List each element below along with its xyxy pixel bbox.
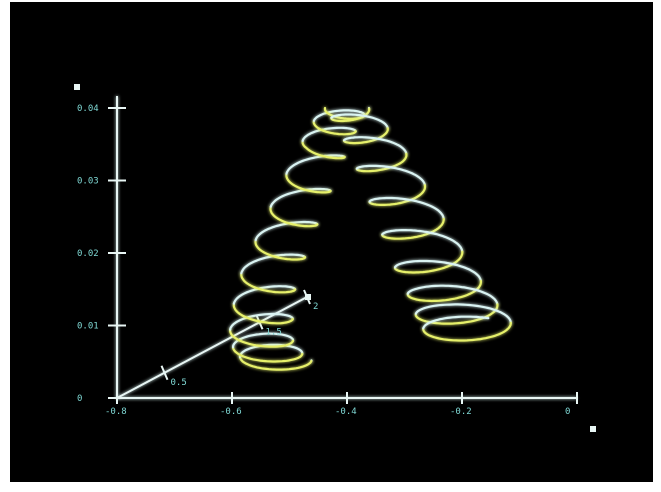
x-tick-label: -0.8 bbox=[105, 407, 127, 417]
helix-trace-segment-0 bbox=[232, 302, 294, 325]
helix-trace-segment-0 bbox=[312, 119, 357, 136]
helix-trace-segment-0 bbox=[238, 355, 313, 371]
helix-trace-segment-1 bbox=[381, 217, 445, 240]
helix-trace-segment-0 bbox=[269, 205, 319, 228]
z-tick-label: 0.5 bbox=[171, 378, 187, 388]
helix-trace-segment-1 bbox=[393, 250, 464, 274]
helix-trace-segment-1 bbox=[355, 164, 426, 187]
helix-trace-segment-0 bbox=[312, 109, 366, 122]
oscilloscope-frame: -0.8 -0.6 -0.4 -0.2 0 0 0.01 0.02 0.03 0.04 0.5 1.5… bbox=[10, 2, 653, 482]
helix-trace-segment-0 bbox=[285, 154, 346, 175]
y-tick-label: 0.02 bbox=[77, 249, 99, 259]
helix-trace-segment-1 bbox=[368, 184, 427, 206]
helix-trace-segment-0 bbox=[238, 343, 304, 359]
x-tick-label: 0 bbox=[565, 407, 570, 417]
x-tick-label: -0.6 bbox=[220, 407, 242, 417]
helix-trace-segment-1 bbox=[406, 280, 482, 303]
z-tick-label: 1.5 bbox=[266, 327, 282, 337]
x-axis-end-marker bbox=[590, 426, 596, 432]
helix-trace-segment-1 bbox=[394, 259, 482, 283]
helix-trace-segment-1 bbox=[330, 107, 371, 123]
x-tick-label: -0.2 bbox=[450, 407, 472, 417]
helix-trace-segment-1 bbox=[422, 315, 490, 330]
helix-trace-segment-1 bbox=[355, 152, 408, 173]
axes-group bbox=[74, 84, 596, 432]
z-tick-label: 2 bbox=[313, 302, 318, 312]
z-tick-mark bbox=[160, 365, 169, 381]
helix-trace-segment-0 bbox=[240, 253, 307, 275]
y-axis-end-marker bbox=[74, 84, 80, 90]
helix-trace-segment-0 bbox=[254, 220, 319, 242]
traces-group bbox=[228, 106, 512, 371]
z-tick-mark bbox=[303, 289, 311, 305]
helix-trace-segment-0 bbox=[232, 285, 297, 305]
helix-trace-segment-0 bbox=[228, 328, 294, 348]
helix-trace-segment-1 bbox=[330, 113, 389, 130]
y-tick-label: 0.04 bbox=[77, 104, 99, 114]
helix-trace-segment-0 bbox=[240, 272, 297, 294]
helix-trace-segment-1 bbox=[381, 229, 464, 253]
helix-trace-segment-1 bbox=[342, 127, 389, 145]
helix-trace-segment-0 bbox=[285, 172, 332, 194]
helix-trace-segment-0 bbox=[232, 332, 295, 349]
helix-trace-segment-0 bbox=[301, 126, 357, 142]
helix-trace-segment-1 bbox=[414, 303, 512, 325]
helix-trace-segment-0 bbox=[301, 139, 346, 160]
helix-trace-segment-0 bbox=[269, 187, 332, 208]
helix-trace-segment-1 bbox=[343, 136, 408, 155]
x-tick-label: -0.4 bbox=[335, 407, 357, 417]
y-tick-label: 0 bbox=[77, 394, 82, 404]
labels-group: -0.8 -0.6 -0.4 -0.2 0 0 0.01 0.02 0.03 0.04 0.5 1.5… bbox=[77, 104, 570, 417]
helix-trace-segment-1 bbox=[406, 284, 499, 306]
helix-trace-segment-0 bbox=[254, 239, 307, 261]
helix-trace-segment-1 bbox=[422, 321, 512, 342]
y-tick-label: 0.03 bbox=[77, 177, 99, 187]
helix-trace-segment-0 bbox=[232, 346, 304, 363]
chart-svg: -0.8 -0.6 -0.4 -0.2 0 0 0.01 0.02 0.03 0.04 0.5 1.5… bbox=[74, 84, 596, 432]
helix-trace-segment-1 bbox=[368, 196, 445, 221]
helix-trace-segment-1 bbox=[414, 303, 499, 325]
helix-trace-segment-0 bbox=[229, 312, 294, 331]
y-tick-label: 0.01 bbox=[77, 322, 99, 332]
